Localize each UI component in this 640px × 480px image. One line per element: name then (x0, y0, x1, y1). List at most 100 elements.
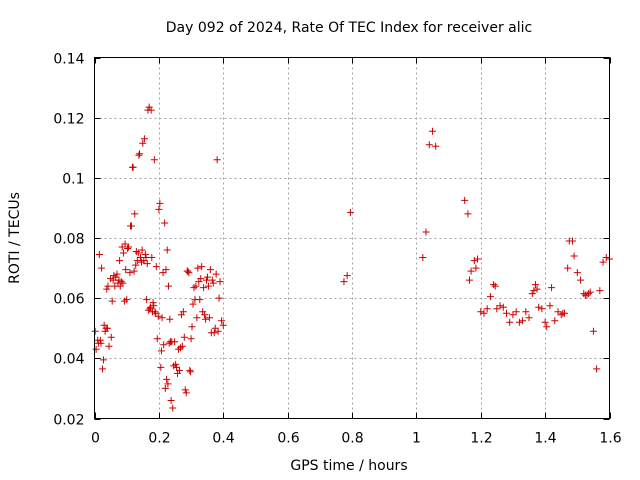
data-point (160, 341, 168, 349)
data-point (145, 103, 153, 111)
data-point (174, 369, 182, 377)
data-point (122, 266, 130, 274)
data-point (208, 276, 216, 284)
data-point (125, 243, 133, 251)
data-point (117, 278, 125, 286)
data-point (477, 308, 485, 316)
data-point (203, 273, 211, 281)
data-point (422, 228, 430, 236)
data-point (197, 275, 205, 283)
data-point (464, 210, 472, 218)
data-point (141, 251, 149, 259)
data-point (198, 263, 206, 271)
data-point (546, 302, 554, 310)
data-point (107, 333, 115, 341)
data-point (123, 296, 131, 304)
data-point (215, 294, 223, 302)
data-point (551, 317, 559, 325)
y-tick-label: 0.14 (53, 52, 84, 68)
data-point (154, 312, 162, 320)
data-point (201, 311, 209, 319)
data-point (554, 308, 562, 316)
data-point (496, 302, 504, 310)
data-point (570, 252, 578, 260)
data-point (138, 246, 146, 254)
x-tick-label: 1.4 (534, 431, 556, 447)
data-point (103, 324, 111, 332)
data-point (531, 281, 539, 289)
data-point (192, 282, 200, 290)
data-point (506, 318, 514, 326)
data-point (515, 318, 523, 326)
data-point (147, 106, 155, 114)
data-point (159, 269, 167, 277)
data-point (104, 282, 112, 290)
data-point (96, 336, 104, 344)
y-tick-label: 0.04 (53, 352, 84, 368)
data-point (175, 345, 183, 353)
data-point (97, 339, 105, 347)
data-point (165, 282, 173, 290)
x-tick-label: 0.4 (212, 431, 234, 447)
data-point (206, 266, 214, 274)
data-point (132, 248, 140, 256)
data-point (503, 309, 510, 317)
data-point (340, 278, 348, 286)
data-point (178, 342, 186, 350)
data-point (99, 365, 107, 373)
data-point (522, 308, 530, 316)
y-tick-label: 0.06 (53, 292, 84, 308)
data-point (419, 254, 427, 262)
data-point (557, 311, 565, 319)
data-point (214, 327, 222, 335)
data-point (202, 315, 210, 323)
data-point (186, 366, 194, 374)
data-point (132, 261, 140, 269)
chart-title: Day 092 of 2024, Rate Of TEC Index for r… (166, 20, 532, 36)
data-point (188, 323, 196, 331)
data-point (91, 327, 99, 335)
data-point (343, 272, 351, 280)
x-tick-label: 0.2 (148, 431, 170, 447)
data-point (148, 254, 156, 262)
data-point (163, 246, 171, 254)
data-point (543, 323, 551, 331)
data-point (124, 245, 132, 253)
data-point (432, 142, 440, 150)
data-point (103, 285, 111, 293)
data-point (95, 251, 103, 259)
data-point (583, 291, 591, 299)
data-point (140, 135, 148, 143)
data-point (113, 270, 121, 278)
data-point (163, 375, 171, 383)
data-point (147, 303, 155, 311)
data-point (92, 345, 100, 353)
data-point (525, 314, 533, 322)
data-point (108, 297, 116, 305)
data-point (169, 404, 177, 412)
data-point (98, 264, 106, 272)
data-point (187, 335, 195, 343)
data-point (110, 272, 118, 280)
data-point (205, 314, 213, 322)
data-point (116, 257, 124, 265)
data-point (145, 306, 153, 314)
data-point (151, 308, 159, 316)
data-point (596, 287, 604, 295)
data-point (149, 299, 157, 307)
data-point (139, 139, 147, 147)
data-point (533, 285, 541, 293)
data-point (158, 314, 166, 322)
data-point (490, 281, 498, 289)
data-point (530, 287, 538, 295)
data-points (91, 103, 613, 412)
data-point (425, 141, 433, 149)
data-point (161, 219, 169, 227)
data-point (162, 266, 170, 274)
data-point (467, 267, 475, 275)
y-tick-label: 0.08 (53, 232, 84, 248)
data-point (182, 389, 190, 397)
data-point (199, 308, 207, 316)
data-point (538, 305, 546, 313)
x-tick-label: 1.2 (470, 431, 492, 447)
